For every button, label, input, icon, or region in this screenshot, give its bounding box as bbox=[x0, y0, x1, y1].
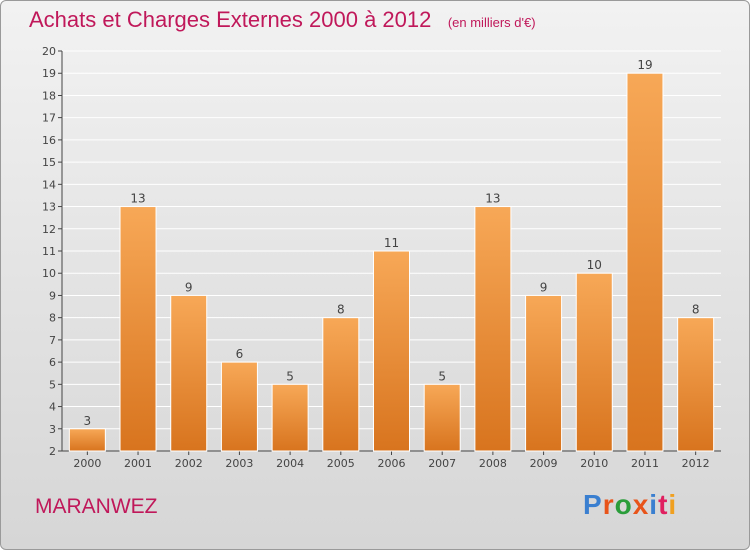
x-tick-label-2005: 2005 bbox=[327, 457, 355, 470]
y-tick-label: 13 bbox=[42, 201, 56, 214]
title-line: Achats et Charges Externes 2000 à 2012 (… bbox=[29, 7, 536, 33]
y-tick-label: 2 bbox=[49, 445, 56, 458]
bar-2005 bbox=[322, 317, 360, 452]
logo-letter: x bbox=[632, 489, 650, 520]
value-label-2003: 6 bbox=[236, 347, 244, 361]
bar-2006 bbox=[373, 250, 410, 452]
bar-2003 bbox=[220, 361, 258, 452]
y-tick-label: 19 bbox=[42, 67, 56, 80]
logo-letter: i bbox=[649, 489, 659, 520]
x-tick-label-2009: 2009 bbox=[530, 457, 558, 470]
value-label-2002: 9 bbox=[185, 280, 193, 294]
logo-letter: r bbox=[602, 489, 615, 520]
logo-letter: o bbox=[614, 489, 633, 520]
x-tick-label-2003: 2003 bbox=[225, 457, 253, 470]
value-label-2009: 9 bbox=[540, 280, 548, 294]
label-layer: 3 13 9 6 5 8 11 5 13 9 10 19 8 bbox=[84, 58, 700, 428]
bar-2008 bbox=[474, 206, 512, 452]
value-label-2012: 8 bbox=[692, 303, 700, 317]
x-tick-label-2006: 2006 bbox=[378, 457, 406, 470]
x-tick-label-2007: 2007 bbox=[428, 457, 456, 470]
x-tick-label-2012: 2012 bbox=[682, 457, 710, 470]
y-tick-label: 8 bbox=[49, 312, 56, 325]
y-tick-label: 20 bbox=[42, 45, 56, 58]
y-tick-label: 9 bbox=[49, 289, 56, 302]
chart-unit: (en milliers d'€) bbox=[447, 15, 536, 30]
bar-2009 bbox=[525, 294, 563, 452]
logo-letter: t bbox=[658, 489, 669, 520]
bar-2002 bbox=[170, 294, 208, 452]
y-tick-label: 4 bbox=[49, 401, 56, 414]
value-label-2000: 3 bbox=[84, 414, 92, 428]
y-tick-label: 11 bbox=[42, 245, 56, 258]
chart-title: Achats et Charges Externes 2000 à 2012 bbox=[29, 7, 432, 32]
y-tick-label: 10 bbox=[42, 267, 56, 280]
bar-2011 bbox=[626, 72, 664, 452]
value-label-2006: 11 bbox=[384, 236, 399, 250]
value-label-2004: 5 bbox=[286, 369, 294, 383]
value-label-2010: 10 bbox=[587, 258, 602, 272]
y-tick-label: 18 bbox=[42, 89, 56, 102]
logo-letter: P bbox=[583, 489, 603, 520]
y-tick-label: 16 bbox=[42, 134, 56, 147]
x-tick-label-2011: 2011 bbox=[631, 457, 659, 470]
x-tick-label-2004: 2004 bbox=[276, 457, 304, 470]
bar-2007 bbox=[423, 383, 461, 452]
value-label-2008: 13 bbox=[485, 192, 500, 206]
value-label-2007: 5 bbox=[438, 369, 446, 383]
bar-layer bbox=[68, 72, 715, 452]
x-tick-label-2001: 2001 bbox=[124, 457, 152, 470]
x-tick-label-2000: 2000 bbox=[73, 457, 101, 470]
proxiti-logo[interactable]: Proxiti bbox=[583, 489, 677, 521]
y-tick-label: 14 bbox=[42, 178, 56, 191]
value-label-2005: 8 bbox=[337, 303, 345, 317]
value-label-2001: 13 bbox=[130, 192, 145, 206]
commune-name: MARANWEZ bbox=[35, 495, 158, 518]
bar-2000 bbox=[68, 428, 106, 452]
bar-2001 bbox=[119, 206, 157, 452]
x-tick-label-2002: 2002 bbox=[175, 457, 203, 470]
y-tick-label: 12 bbox=[42, 223, 56, 236]
bar-2004 bbox=[271, 383, 309, 452]
logo-letter: i bbox=[668, 489, 678, 520]
x-tick-label-2008: 2008 bbox=[479, 457, 507, 470]
y-tick-label: 6 bbox=[49, 356, 56, 369]
bar-2010 bbox=[575, 272, 613, 452]
x-tick-label-2010: 2010 bbox=[580, 457, 608, 470]
value-label-2011: 19 bbox=[637, 58, 652, 72]
y-tick-label: 7 bbox=[49, 334, 56, 347]
y-tick-label: 5 bbox=[49, 378, 56, 391]
y-tick-label: 15 bbox=[42, 156, 56, 169]
y-tick-label: 3 bbox=[49, 423, 56, 436]
bar-2012 bbox=[677, 317, 715, 452]
y-tick-label: 17 bbox=[42, 112, 56, 125]
